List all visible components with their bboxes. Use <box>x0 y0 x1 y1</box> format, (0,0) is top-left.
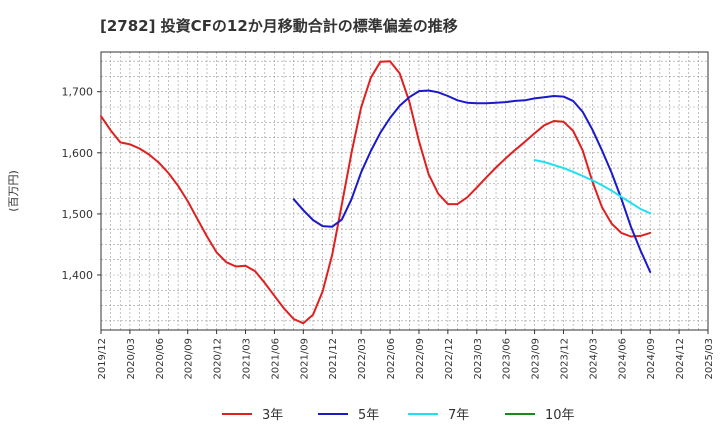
y-axis-label: (百万円) <box>7 170 20 212</box>
legend: 3年 5年 7年 10年 <box>222 408 575 423</box>
x-tick-label: 2020/12 <box>213 338 224 380</box>
x-tick-label: 2023/09 <box>531 338 542 380</box>
y-tick-label: 1,600 <box>62 147 94 160</box>
series-line-3年 <box>100 60 652 325</box>
x-tick-label: 2022/06 <box>386 338 397 380</box>
x-tick-label: 2023/03 <box>473 338 484 380</box>
x-tick-label: 2021/12 <box>328 338 339 380</box>
x-tick-label: 2024/09 <box>646 338 657 380</box>
legend-label-10年: 10年 <box>545 408 575 423</box>
x-tick-label: 2022/12 <box>444 338 455 380</box>
x-tick-label: 2024/12 <box>675 338 686 380</box>
x-tick-label: 2021/03 <box>242 338 253 380</box>
y-tick-label: 1,500 <box>62 208 94 221</box>
x-tick-label: 2020/03 <box>126 338 137 380</box>
x-axis: 2019/12 2020/03 2020/06 2020/09 2020/12 2021/… <box>97 330 715 380</box>
legend-label-3年: 3年 <box>262 408 283 423</box>
x-tick-label: 2019/12 <box>97 338 108 380</box>
x-tick-label: 2020/09 <box>184 338 195 380</box>
y-tick-label: 1,400 <box>62 269 94 282</box>
x-tick-label: 2023/06 <box>502 338 513 380</box>
x-tick-label: 2020/06 <box>155 338 166 380</box>
grid-layer <box>100 52 709 330</box>
x-tick-label: 2023/12 <box>559 338 570 380</box>
x-tick-label: 2021/06 <box>270 338 281 380</box>
legend-label-7年: 7年 <box>448 408 469 423</box>
x-tick-label: 2025/03 <box>704 338 715 380</box>
series-layer <box>100 60 652 325</box>
x-tick-label: 2024/03 <box>588 338 599 380</box>
x-tick-label: 2022/09 <box>415 338 426 380</box>
x-tick-label: 2024/06 <box>617 338 628 380</box>
x-tick-label: 2021/09 <box>299 338 310 380</box>
series-line-7年 <box>533 159 652 215</box>
x-tick-label: 2022/03 <box>357 338 368 380</box>
plot-area <box>100 51 709 331</box>
legend-label-5年: 5年 <box>358 408 379 423</box>
y-tick-label: 1,700 <box>62 86 94 99</box>
y-axis: 1,400 1,500 1,600 1,700 <box>62 86 101 282</box>
series-line-5年 <box>292 89 652 273</box>
chart-title: [2782] 投資CFの12か月移動合計の標準偏差の推移 <box>100 17 458 35</box>
